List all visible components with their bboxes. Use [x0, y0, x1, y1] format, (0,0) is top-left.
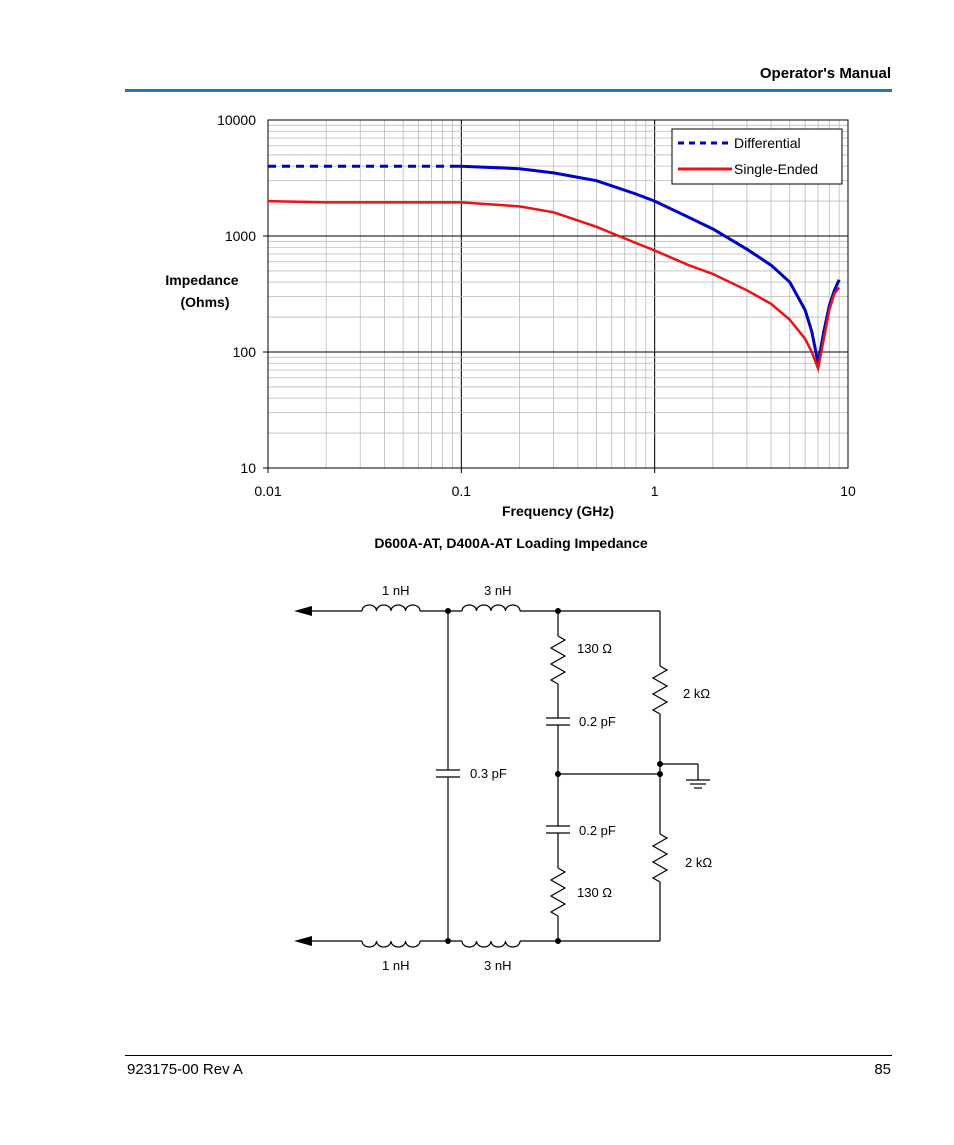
series-differential-line [268, 164, 841, 364]
label-resistor-130-bottom: 130 Ω [577, 885, 612, 900]
y-axis-label-line2: (Ohms) [181, 294, 230, 310]
y-tick-label: 10000 [217, 112, 256, 128]
resistor-2k-top [651, 665, 669, 715]
label-resistor-2k-bottom: 2 kΩ [685, 855, 712, 870]
running-header-title: Operator's Manual [759, 65, 891, 82]
label-capacitor-0.2pf-top: 0.2 pF [579, 714, 616, 729]
label-inductor-bottom-2: 3 nH [484, 958, 511, 973]
x-tick-label: 0.01 [254, 483, 281, 499]
y-tick-label: 100 [233, 344, 257, 360]
footer-rule [125, 1055, 892, 1056]
y-tick-label: 10 [240, 460, 256, 476]
x-axis-label: Frequency (GHz) [502, 503, 614, 519]
x-tick-label: 1 [651, 483, 659, 499]
label-capacitor-0.2pf-bottom: 0.2 pF [579, 823, 616, 838]
chart-grid [263, 119, 849, 473]
series-single-ended-line [267, 199, 841, 374]
label-resistor-2k-top: 2 kΩ [683, 686, 710, 701]
legend-label-single-ended: Single-Ended [734, 161, 818, 177]
tick-labels: 0.01 0.1 1 10 10 100 1000 10000 [217, 112, 856, 499]
label-resistor-130-top: 130 Ω [577, 641, 612, 656]
arrow-top-terminal [294, 606, 312, 616]
header-rule [125, 89, 892, 92]
label-inductor-top-1: 1 nH [382, 583, 409, 598]
label-capacitor-0.3pf: 0.3 pF [470, 766, 507, 781]
resistor-130-bottom [549, 867, 567, 917]
loading-circuit-schematic: 1 nH 3 nH 1 nH 3 nH 130 Ω 0.2 pF 0.3 pF … [294, 583, 712, 973]
inductor-top-2 [461, 604, 521, 612]
y-axis-label-line1: Impedance [165, 272, 238, 288]
label-inductor-top-2: 3 nH [484, 583, 511, 598]
inductor-bottom-1 [361, 940, 421, 948]
legend-label-differential: Differential [734, 135, 801, 151]
impedance-chart: 0.01 0.1 1 10 10 100 1000 10000 Impedance (Ohms… [165, 112, 856, 519]
footer-page-number: 85 [874, 1061, 891, 1078]
figure-caption: D600A-AT, D400A-AT Loading Impedance [374, 535, 648, 551]
legend: Differential Single-Ended [671, 128, 843, 185]
resistor-2k-bottom [651, 833, 669, 883]
x-tick-label: 0.1 [452, 483, 472, 499]
resistor-130-top [549, 635, 567, 685]
inductor-top-1 [361, 604, 421, 612]
arrow-bottom-terminal [294, 936, 312, 946]
legend-box [671, 128, 843, 185]
label-inductor-bottom-1: 1 nH [382, 958, 409, 973]
inductor-bottom-2 [461, 940, 521, 948]
plot-frame [267, 119, 849, 469]
y-tick-label: 1000 [225, 228, 256, 244]
junction-dots [445, 608, 663, 944]
footer-doc-id: 923175-00 Rev A [127, 1061, 243, 1078]
x-tick-label: 10 [840, 483, 856, 499]
